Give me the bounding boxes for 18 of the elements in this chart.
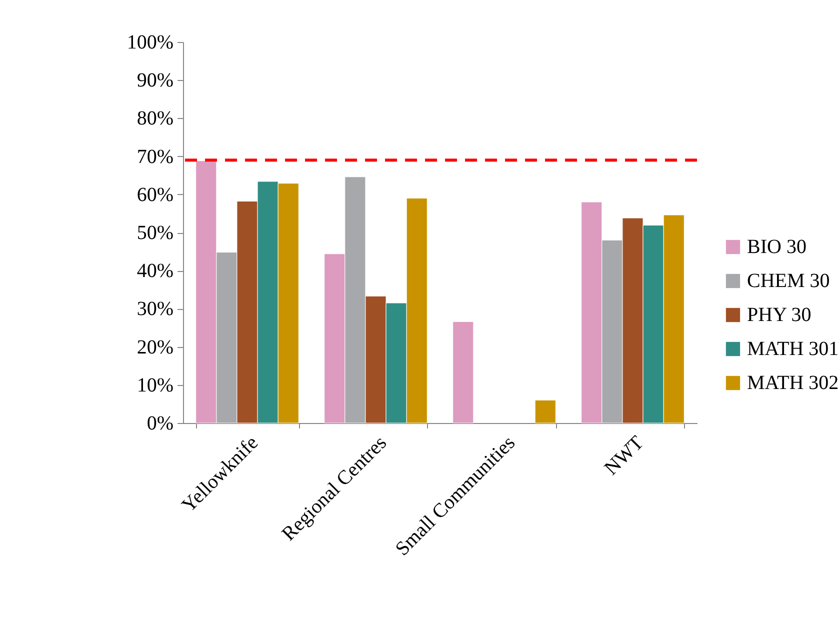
y-tick-label: 0% <box>146 412 174 434</box>
legend-label: PHY 30 <box>747 304 812 326</box>
y-tick-label: 30% <box>136 298 174 320</box>
y-tick-label: 70% <box>136 146 174 168</box>
bar <box>452 321 474 424</box>
legend-label: CHEM 30 <box>747 270 830 292</box>
y-tick-label: 100% <box>126 32 174 54</box>
bar <box>534 400 556 424</box>
y-tick-label: 10% <box>136 374 174 396</box>
y-tick-label: 20% <box>136 336 174 358</box>
legend-label: MATH 301 <box>747 338 839 360</box>
legend-label: MATH 302 <box>747 372 839 394</box>
legend-label: BIO 30 <box>747 236 806 258</box>
y-tick-label: 90% <box>136 70 174 92</box>
y-tick-label: 60% <box>136 184 174 206</box>
y-tick-label: 80% <box>136 108 174 130</box>
y-tick-label: 40% <box>136 260 174 282</box>
y-tick-label: 50% <box>136 222 174 244</box>
